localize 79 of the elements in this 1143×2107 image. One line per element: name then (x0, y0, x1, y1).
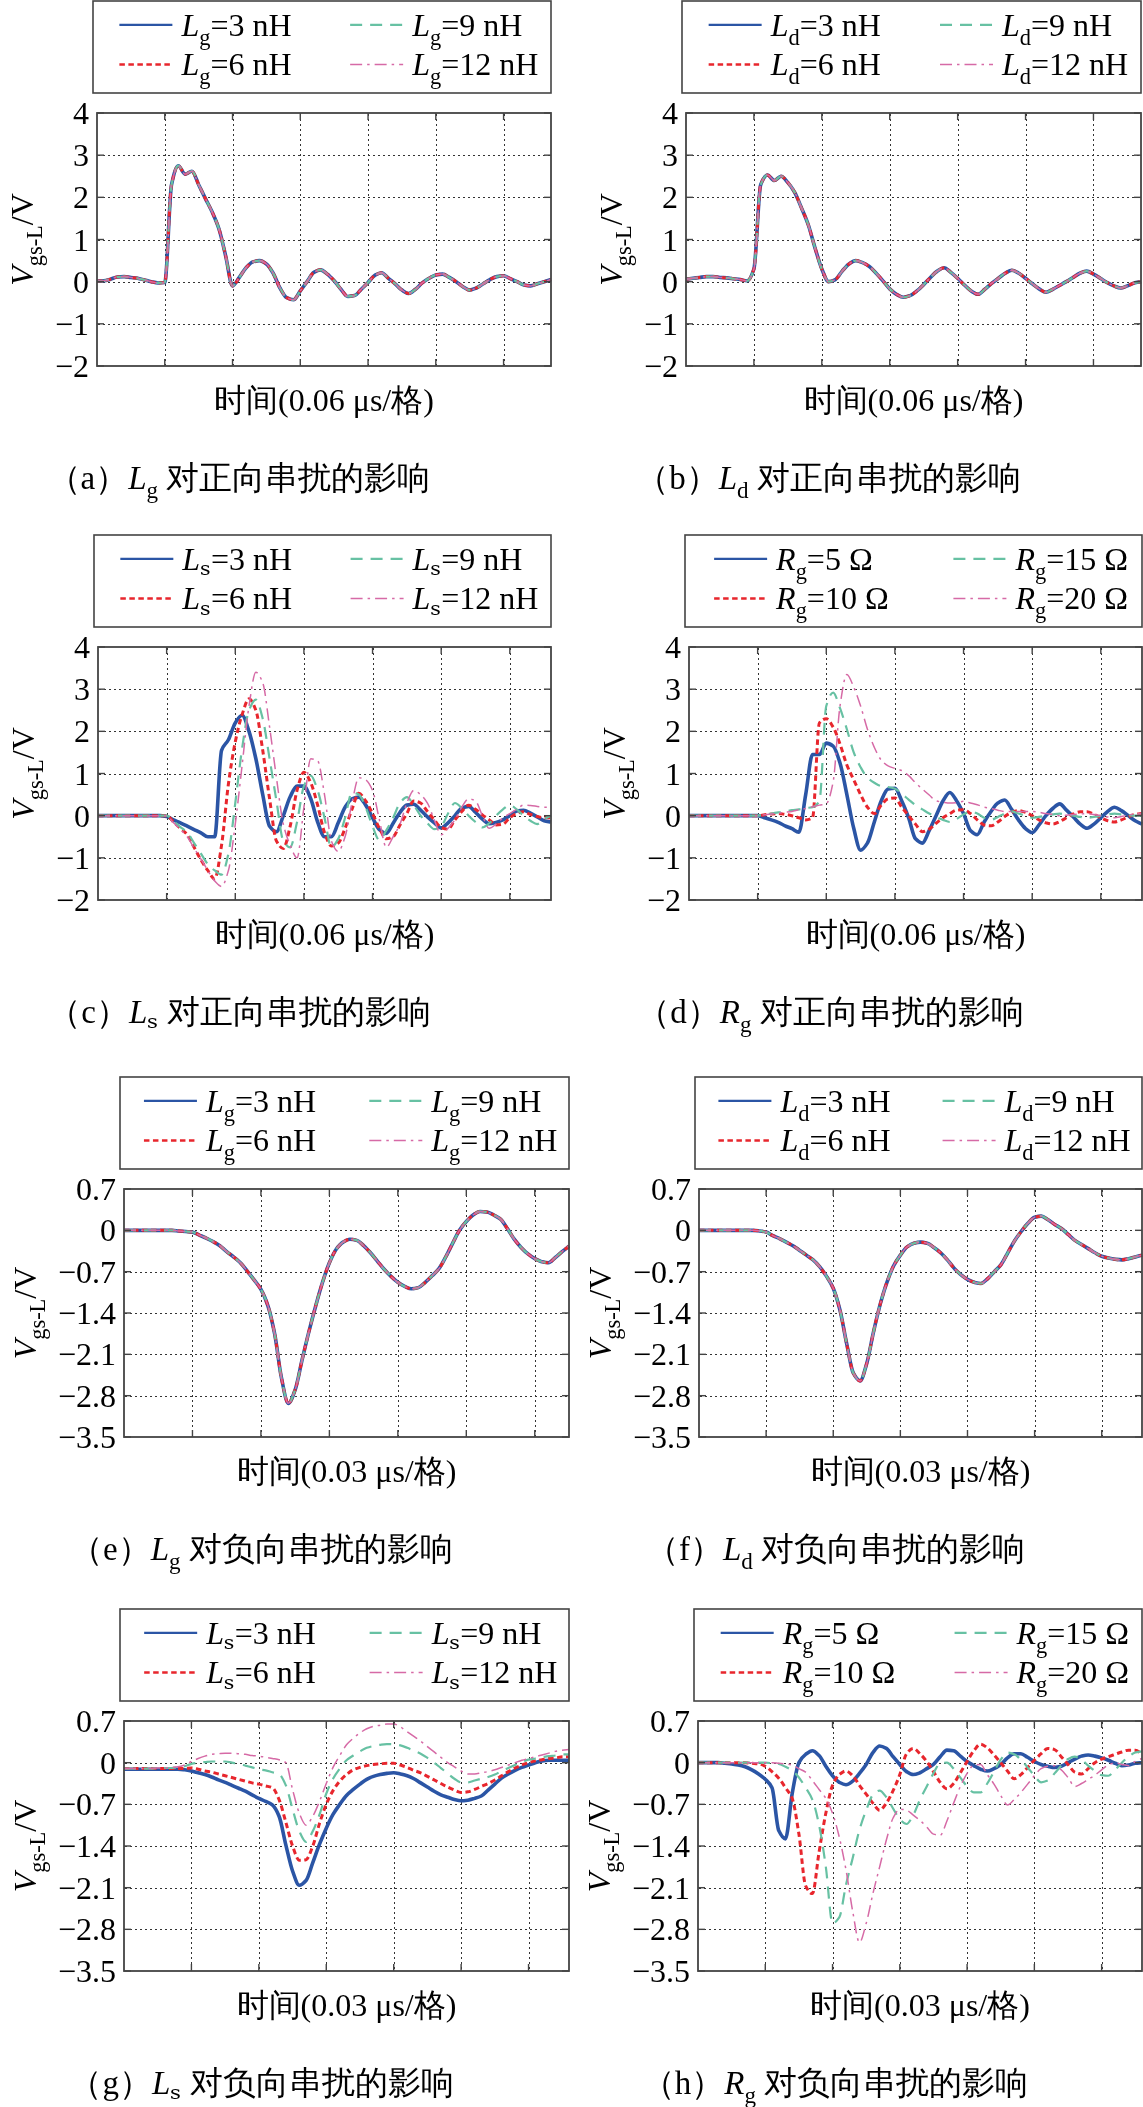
text: （g）Lₛ 对负向串扰的影响 (69, 2065, 454, 2107)
y-tick-label: −3.5 (57, 1419, 116, 1455)
legend-label: Lₛ=3 nH (205, 1614, 316, 1657)
y-tick-label: −1 (646, 839, 681, 876)
y-tick-label: 4 (665, 629, 681, 665)
y-tick-label: −2 (643, 348, 678, 384)
y-tick-label: −3.5 (632, 1419, 691, 1455)
y-tick-label: −1.4 (632, 1295, 691, 1331)
y-tick-label: −1.4 (631, 1828, 690, 1864)
y-tick-label: −2 (646, 882, 681, 918)
y-tick-label: 0.7 (650, 1703, 690, 1739)
y-tick-label: −1 (55, 839, 90, 876)
y-tick-label: 2 (74, 713, 90, 750)
legend-label: Lₛ=9 nH (430, 1614, 542, 1657)
y-tick-label: −3.5 (57, 1953, 116, 1989)
y-tick-label: 1 (665, 755, 681, 792)
legend-label: Lₛ=6 nH (205, 1654, 316, 1696)
y-tick-label: 2 (665, 713, 681, 750)
y-tick-label: −1 (643, 305, 678, 342)
y-tick-label: −1.4 (57, 1828, 116, 1864)
x-axis-title: 时间(0.06 μs/格) (805, 916, 1026, 952)
y-tick-label: 3 (73, 137, 89, 174)
y-tick-label: −2.1 (632, 1336, 691, 1373)
y-tick-label: −1 (54, 305, 89, 342)
y-tick-label: −3.5 (631, 1953, 690, 1989)
y-tick-label: 1 (74, 755, 90, 792)
y-tick-label: 3 (662, 137, 678, 174)
y-tick-label: 1 (662, 221, 678, 258)
text: （c）Lₛ 对正向串扰的影响 (48, 994, 431, 1036)
x-axis-title: 时间(0.03 μs/格) (236, 1453, 457, 1489)
y-tick-label: 4 (662, 95, 678, 131)
y-tick-label: 4 (74, 629, 90, 665)
legend-label: Lₛ=3 nH (181, 540, 293, 583)
y-tick-label: 0 (662, 263, 678, 300)
y-tick-label: −0.7 (631, 1786, 690, 1823)
y-tick-label: 0.7 (76, 1171, 116, 1207)
y-tick-label: −0.7 (57, 1786, 116, 1823)
x-axis-title: 时间(0.03 μs/格) (810, 1987, 1030, 2023)
y-tick-label: 3 (665, 671, 681, 708)
y-tick-label: 1 (73, 221, 89, 258)
y-tick-label: −2.1 (631, 1869, 690, 1906)
legend-label: Lₛ=6 nH (181, 580, 293, 622)
y-tick-label: 0 (73, 263, 89, 300)
y-tick-label: 2 (662, 179, 678, 216)
legend-label: Lₛ=12 nH (430, 1654, 558, 1696)
y-tick-label: 4 (73, 95, 89, 131)
text: （a）L$_{g}$ 对正向串扰的影响 (47, 460, 431, 504)
y-tick-label: 0 (674, 1744, 690, 1781)
y-tick-label: −2.8 (57, 1377, 116, 1414)
x-axis-title: 时间(0.06 μs/格) (214, 382, 434, 418)
y-tick-label: −2.8 (631, 1911, 690, 1948)
text: （d）R$_{g}$ 对正向串扰的影响 (637, 994, 1024, 1038)
y-tick-label: 0 (74, 797, 90, 834)
y-tick-label: 0.7 (76, 1703, 116, 1739)
x-axis-title: 时间(0.06 μs/格) (214, 916, 435, 952)
legend-label: Lₛ=12 nH (411, 580, 539, 622)
y-tick-label: 0.7 (651, 1171, 691, 1207)
y-tick-label: −2.8 (57, 1911, 116, 1948)
y-tick-label: −2 (55, 882, 90, 918)
text: （e）L$_{g}$ 对负向串扰的影响 (70, 1531, 453, 1575)
y-tick-label: −1.4 (57, 1295, 116, 1331)
y-tick-label: −0.7 (632, 1253, 691, 1290)
text: （b）L$_{d}$ 对正向串扰的影响 (636, 460, 1021, 504)
y-tick-label: −2.1 (57, 1869, 116, 1906)
y-tick-label: −2.8 (632, 1377, 691, 1414)
x-axis-title: 时间(0.03 μs/格) (236, 1987, 457, 2023)
y-tick-label: 0 (100, 1744, 116, 1781)
y-tick-label: 2 (73, 179, 89, 216)
x-axis-title: 时间(0.06 μs/格) (803, 382, 1024, 418)
x-axis-title: 时间(0.03 μs/格) (810, 1453, 1031, 1489)
y-tick-label: 0 (675, 1212, 691, 1249)
y-tick-label: 0 (665, 797, 681, 834)
y-tick-label: −2 (54, 348, 89, 384)
y-tick-label: −0.7 (57, 1253, 116, 1290)
y-tick-label: 0 (100, 1212, 116, 1249)
text: （f）L$_{d}$ 对负向串扰的影响 (645, 1531, 1026, 1575)
legend-label: Lₛ=9 nH (411, 540, 523, 583)
y-tick-label: 3 (74, 671, 90, 708)
y-tick-label: −2.1 (57, 1336, 116, 1373)
